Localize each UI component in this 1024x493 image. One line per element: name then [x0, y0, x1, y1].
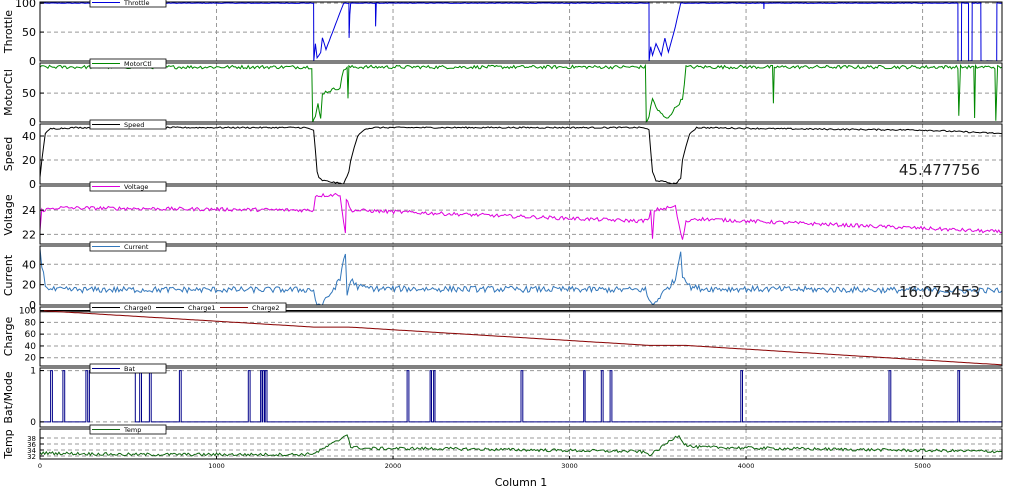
y-tick-label: 50	[22, 87, 36, 100]
legend-box-7	[89, 424, 167, 435]
series-line-temp	[39, 434, 1003, 457]
y-tick-label: 0	[29, 116, 36, 129]
series-line-motorctl	[39, 63, 1003, 124]
y-tick-label: 60	[25, 330, 37, 340]
y-tick-label: 0	[29, 55, 36, 68]
x-tick-label: 1000	[208, 462, 225, 470]
y-tick-label: 22	[22, 228, 36, 241]
legend-box-6	[89, 363, 167, 374]
legend-label: Temp	[123, 426, 141, 434]
series-line-bat	[40, 370, 1002, 423]
x-tick-label: 0	[38, 462, 42, 470]
y-tick-label: 20	[22, 154, 36, 167]
y-tick-label: 0	[30, 418, 36, 428]
x-tick-label: 4000	[738, 462, 755, 470]
x-tick-label: 2000	[385, 462, 402, 470]
y-tick-label: 38	[27, 435, 36, 443]
legend-label: MotorCtl	[124, 60, 152, 68]
y-tick-label: 0	[29, 178, 36, 191]
series-line-speed	[39, 126, 1003, 185]
legend-box-3	[89, 181, 167, 192]
y-tick-label: 100	[19, 307, 36, 317]
y-tick-label: 20	[25, 354, 37, 364]
legend-label: Charge2	[252, 304, 279, 312]
y-tick-label: 100	[15, 0, 36, 10]
legend-label: Throttle	[123, 0, 150, 7]
legend-label: Charge0	[124, 304, 151, 312]
legend-label: Speed	[124, 121, 144, 129]
y-axis-label: Temp	[2, 429, 15, 459]
series-line-throttle	[39, 2, 1002, 62]
legend-box-4	[89, 241, 167, 252]
y-axis-label: MotorCtl	[2, 69, 15, 116]
value-readout: 16.073453	[899, 283, 980, 301]
series-line-voltage	[39, 192, 1003, 240]
panel-frame-2	[39, 123, 1003, 185]
y-tick-label: 80	[25, 318, 37, 328]
legend-box-0	[89, 0, 167, 8]
panel-frame-4	[39, 245, 1003, 306]
y-tick-label: 34	[27, 447, 36, 455]
y-axis-label: Charge	[2, 317, 15, 357]
y-tick-label: 1	[30, 367, 36, 377]
legend-box-1	[89, 58, 167, 69]
panel-frame-3	[39, 185, 1003, 245]
y-axis-label: Current	[2, 254, 15, 296]
panel-frame-5	[39, 306, 1003, 367]
series-line-charge2	[39, 310, 1003, 366]
series-line-current	[39, 248, 1003, 306]
y-tick-label: 50	[22, 26, 36, 39]
y-tick-label: 36	[27, 441, 36, 449]
panel-frame-6	[39, 367, 1003, 428]
panel-frame-0	[39, 1, 1003, 62]
legend-label: Voltage	[124, 183, 148, 191]
y-axis-label: Throttle	[2, 10, 15, 54]
y-tick-label: 0	[29, 299, 36, 312]
legend-box-5	[89, 302, 287, 313]
panel-frame-7	[39, 428, 1003, 460]
y-tick-label: 40	[25, 342, 37, 352]
legend-label: Bat	[124, 365, 135, 373]
x-tick-label: 5000	[914, 462, 931, 470]
y-tick-label: 32	[27, 453, 36, 461]
panel-frame-1	[39, 62, 1003, 123]
y-tick-label: 20	[22, 279, 36, 292]
y-tick-label: 40	[22, 258, 36, 271]
y-tick-label: 24	[22, 204, 36, 217]
legend-label: Charge1	[188, 304, 215, 312]
value-readout: 45.477756	[899, 161, 980, 179]
legend-label: Current	[124, 243, 149, 251]
y-axis-label: Bat/Mode	[2, 371, 15, 424]
legend-box-2	[89, 119, 167, 130]
x-axis-label: Column 1	[495, 476, 548, 489]
y-axis-label: Speed	[2, 137, 15, 171]
y-axis-label: Voltage	[2, 194, 15, 235]
x-tick-label: 3000	[561, 462, 578, 470]
y-tick-label: 40	[22, 130, 36, 143]
